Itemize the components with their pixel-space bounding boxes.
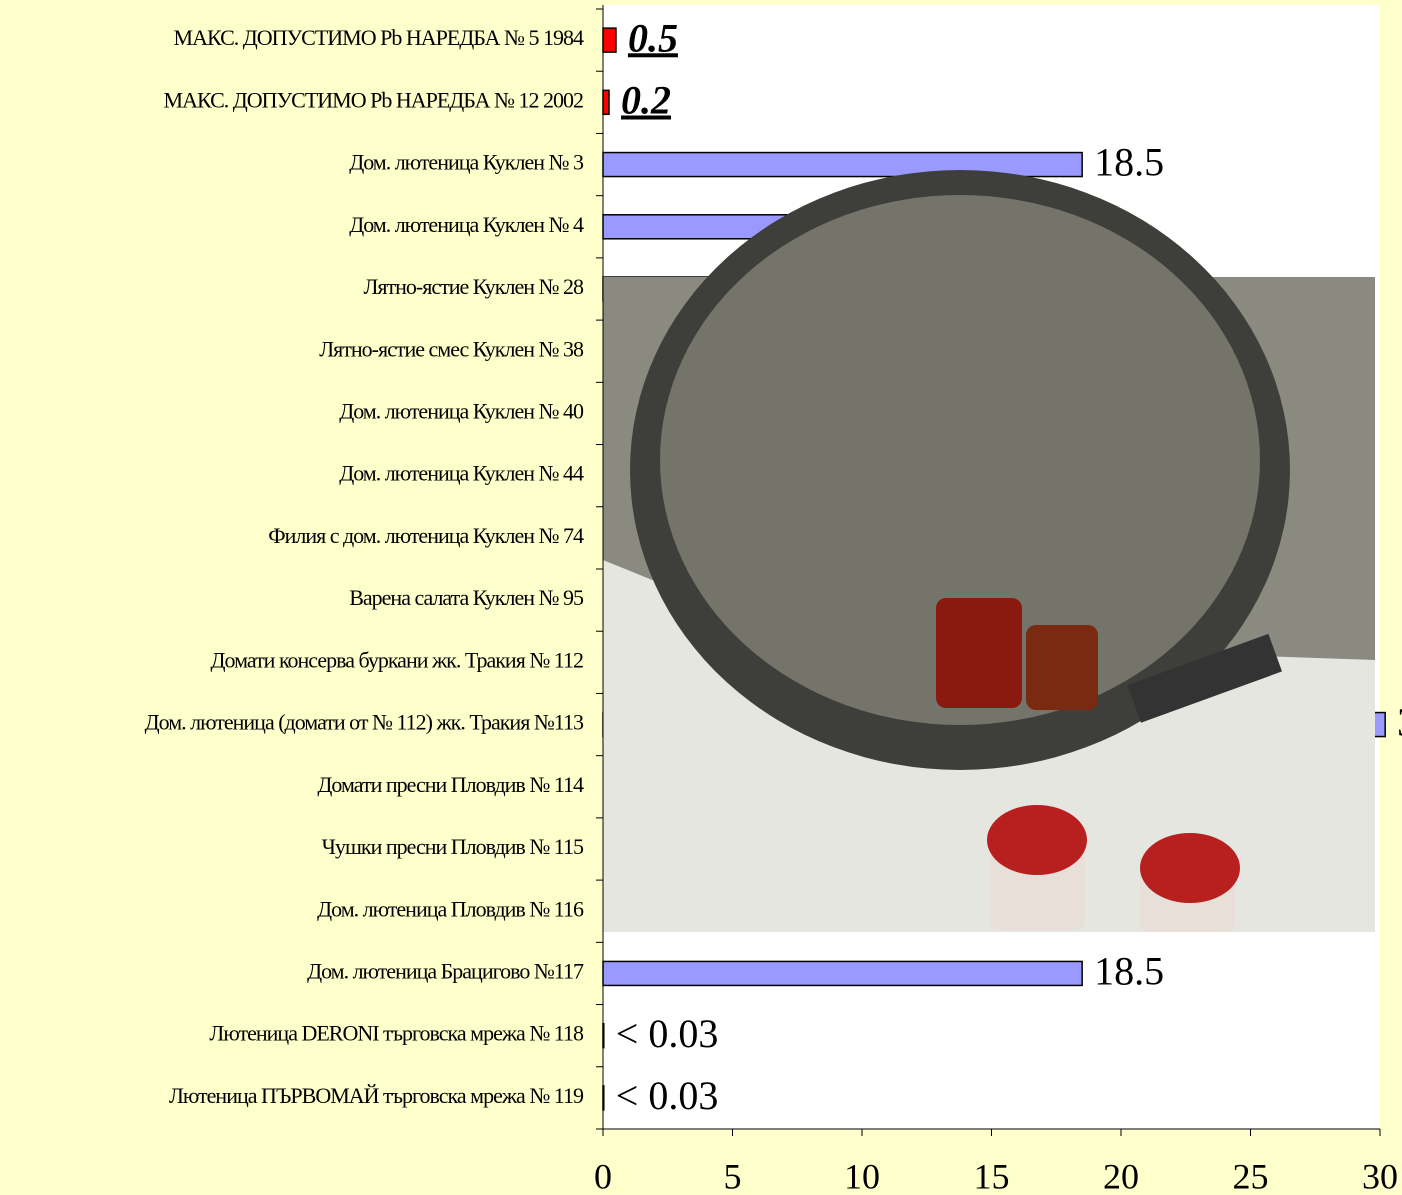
y-tick-label: Чушки пресни Пловдив № 115 (322, 834, 584, 859)
value-label: 18.5 (1094, 949, 1164, 994)
y-tick-label: МАКС. ДОПУСТИМО Pb НАРЕДБА № 12 2002 (164, 87, 583, 112)
value-label: 0.5 (628, 15, 678, 60)
y-tick-label: Дом. лютеница Куклен № 3 (349, 150, 584, 175)
x-tick-label: 25 (1233, 1156, 1269, 1195)
y-tick-label: Домати пресни Пловдив № 114 (317, 772, 584, 797)
y-tick-label: Лятно-ястие Куклен № 28 (363, 274, 584, 299)
x-tick-label: 5 (724, 1156, 742, 1195)
y-tick-label: Варена салата Куклен № 95 (349, 585, 584, 610)
y-tick-label: Лютеница ПЪРВОМАЙ търговска мрежа № 119 (169, 1083, 584, 1108)
y-tick-label: Дом. лютеница Куклен № 44 (339, 461, 584, 486)
photo-pot-inside (660, 195, 1260, 725)
y-tick-label: Дом. лютеница Куклен № 4 (349, 212, 584, 237)
x-tick-label: 20 (1103, 1156, 1139, 1195)
y-tick-label: МАКС. ДОПУСТИМО Pb НАРЕДБА № 5 1984 (174, 25, 584, 50)
x-tick-label: 0 (594, 1156, 612, 1195)
value-label: 18.5 (1094, 140, 1164, 185)
photo (603, 170, 1375, 932)
x-tick-label: 30 (1362, 1156, 1398, 1195)
bar (602, 151, 1083, 178)
x-tick-label: 10 (844, 1156, 880, 1195)
value-label: < 0.03 (616, 1073, 719, 1118)
value-label: < 0.03 (616, 1011, 719, 1056)
y-tick-label: Дом. лютеница (домати от № 112) жк. Трак… (145, 710, 584, 735)
bar (602, 27, 617, 53)
y-tick-label: Дом. лютеница Пловдив № 116 (317, 896, 584, 921)
photo-cup-lid (987, 805, 1087, 875)
y-tick-label: Дом. лютеница Брацигово №117 (307, 958, 584, 983)
y-tick-label: Домати консерва буркани жк. Тракия № 112 (211, 647, 583, 672)
value-label: 0.2 (621, 78, 671, 123)
y-tick-label: Лютеница DERONI търговска мрежа № 118 (209, 1021, 584, 1046)
photo-jar (1026, 625, 1098, 710)
y-tick-label: Лятно-ястие смес Куклен № 38 (319, 336, 584, 361)
photo-handle (1127, 633, 1283, 723)
value-label: 30.2 (1397, 700, 1402, 745)
bar (602, 89, 610, 116)
y-tick-label: Филия с дом. лютеница Куклен № 74 (268, 523, 584, 548)
photo-cup-lid (1140, 833, 1240, 903)
bar (602, 960, 1083, 987)
x-tick-label: 15 (974, 1156, 1010, 1195)
photo-jar (936, 598, 1022, 708)
y-tick-label: Дом. лютеница Куклен № 40 (339, 398, 584, 423)
